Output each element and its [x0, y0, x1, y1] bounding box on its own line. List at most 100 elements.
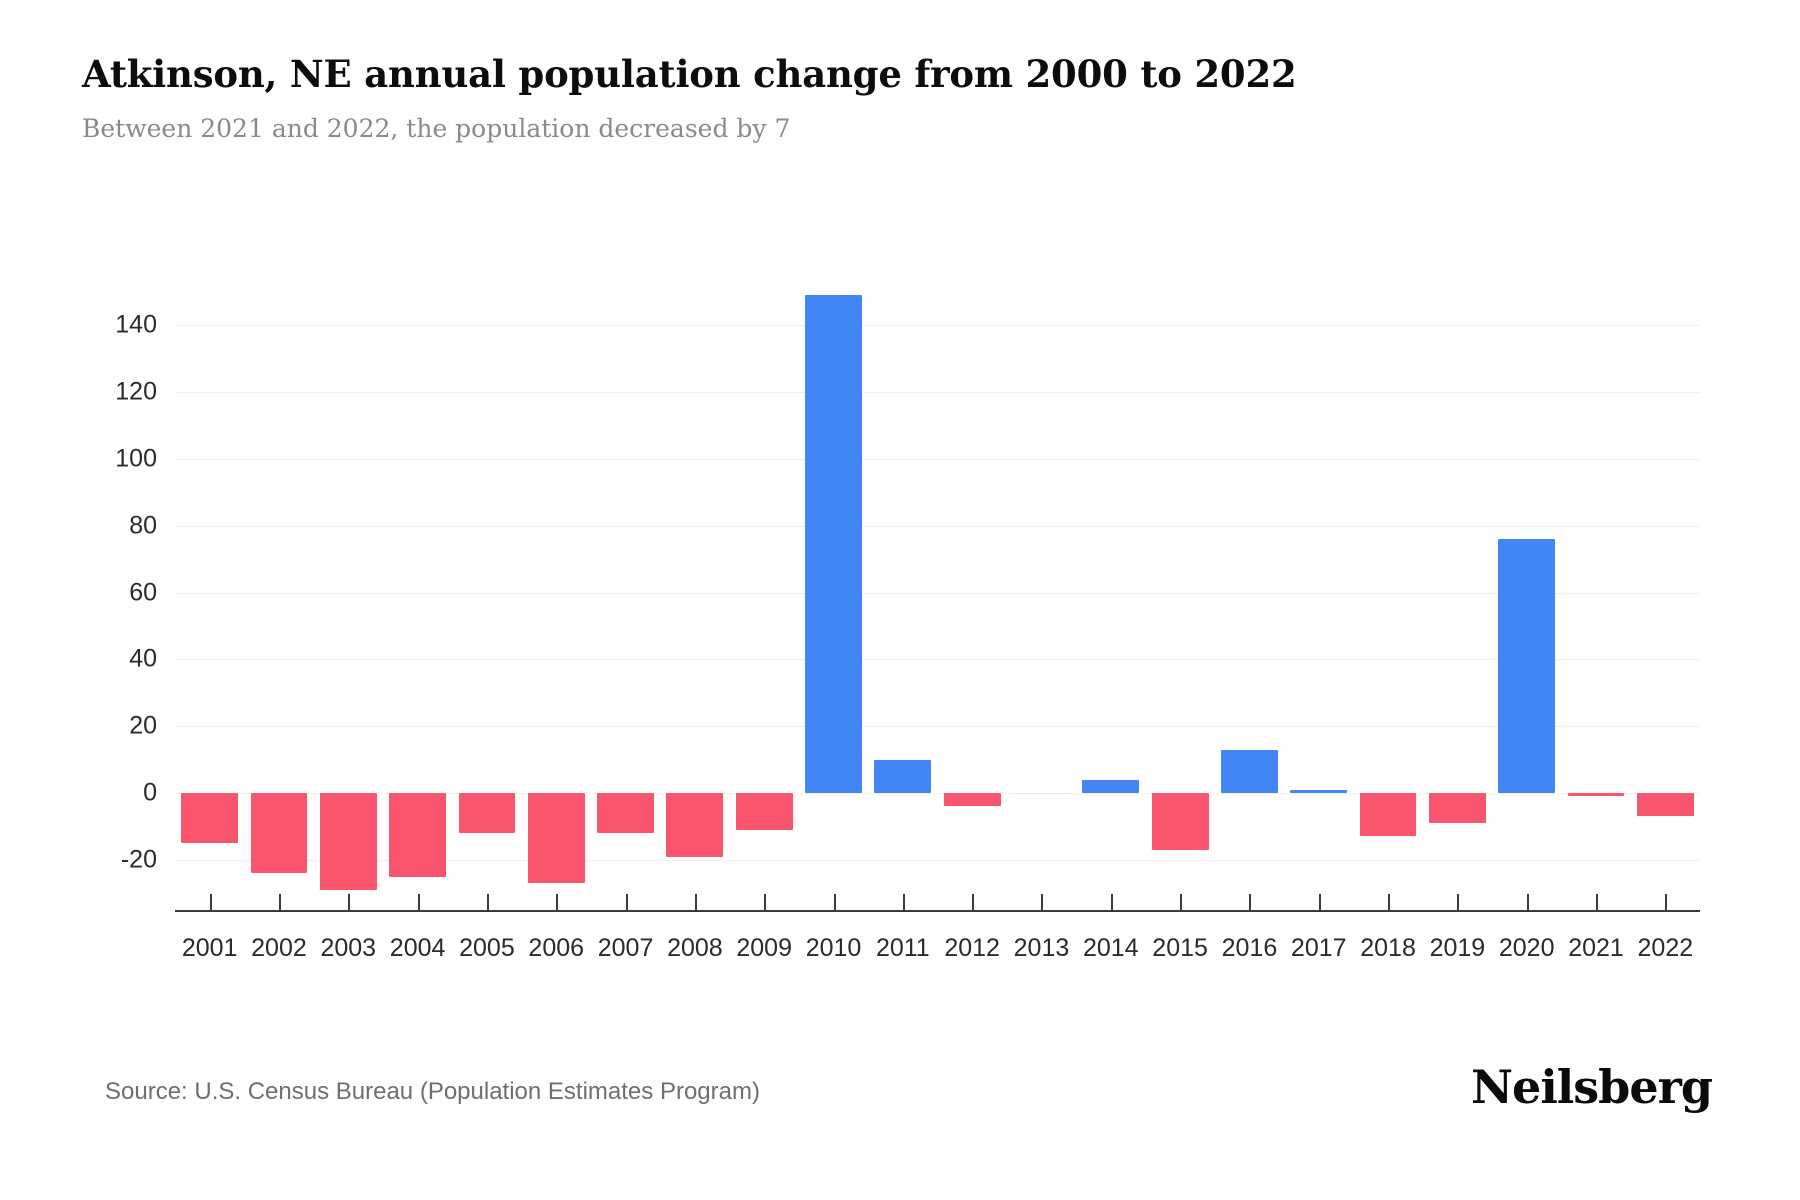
bar-2002[interactable] — [250, 793, 308, 874]
bar-2016[interactable] — [1221, 749, 1278, 794]
bar-2005[interactable] — [458, 793, 516, 834]
bar-2008[interactable] — [666, 793, 724, 857]
x-tickmark — [833, 894, 836, 910]
y-tick-label: 0 — [143, 778, 157, 807]
x-tickmark — [1388, 894, 1391, 910]
bar-slot — [1561, 275, 1630, 900]
x-tick-label-2008: 2008 — [667, 934, 723, 962]
bar-2012[interactable] — [943, 793, 1001, 807]
gridline--20 — [175, 859, 1700, 861]
y-tick-label: -20 — [120, 845, 157, 874]
x-axis-line — [175, 910, 1700, 912]
x-tickmark — [972, 894, 975, 910]
gridline-120 — [175, 391, 1700, 393]
bar-slot — [1215, 275, 1284, 900]
bar-slot — [522, 275, 591, 900]
bars-group — [175, 275, 1700, 900]
bar-slot — [730, 275, 799, 900]
x-tickmark — [1180, 894, 1183, 910]
bar-slot — [938, 275, 1007, 900]
source-note: Source: U.S. Census Bureau (Population E… — [105, 1078, 760, 1105]
gridline-60 — [175, 592, 1700, 594]
bar-slot — [868, 275, 937, 900]
y-tick-label: 120 — [115, 377, 157, 406]
x-tickmark — [1665, 894, 1668, 910]
bar-2014[interactable] — [1082, 779, 1140, 794]
bar-slot — [314, 275, 383, 900]
plot-area: -20 0 20 40 60 80 100 120 140 2001 2002 2003 2004 20… — [115, 275, 1700, 962]
x-tickmark — [1526, 894, 1529, 910]
y-tick-label: 60 — [129, 578, 157, 606]
gridline-40 — [175, 659, 1700, 661]
bar-slot — [244, 275, 313, 900]
x-tickmark — [278, 894, 281, 910]
bar-2003[interactable] — [319, 793, 377, 890]
gridline-140 — [175, 325, 1700, 327]
bar-2019[interactable] — [1428, 793, 1486, 824]
x-tickmark — [902, 894, 905, 910]
gridline-20 — [175, 726, 1700, 728]
x-tickmark — [556, 894, 559, 910]
bar-2009[interactable] — [735, 793, 793, 830]
x-tick-label-2001: 2001 — [181, 934, 238, 962]
bar-slot — [383, 275, 452, 900]
x-tick-label-2006: 2006 — [528, 934, 585, 962]
x-tick-label-2015: 2015 — [1152, 934, 1208, 962]
bar-2015[interactable] — [1151, 793, 1209, 850]
x-tick-label-2011: 2011 — [875, 934, 930, 962]
bar-slot — [1631, 275, 1700, 900]
x-tick-label-2004: 2004 — [389, 934, 446, 962]
bar-2020[interactable] — [1498, 539, 1556, 794]
bar-2006[interactable] — [527, 793, 585, 884]
x-tick-label-2022: 2022 — [1637, 934, 1694, 962]
x-tick-label-2012: 2012 — [944, 934, 1000, 962]
bar-2021[interactable] — [1567, 793, 1625, 797]
gridline-0 — [175, 793, 1700, 795]
x-tick-label-2002: 2002 — [251, 934, 307, 962]
x-tick-label-2009: 2009 — [736, 934, 792, 962]
x-tickmark — [625, 894, 628, 910]
bar-2007[interactable] — [597, 793, 654, 834]
x-tick-label-2021: 2021 — [1568, 934, 1624, 962]
x-tick-label-2007: 2007 — [597, 934, 654, 962]
x-tickmark — [1041, 894, 1044, 910]
x-tick-label-2010: 2010 — [805, 934, 862, 962]
y-tick-label: 80 — [129, 511, 157, 540]
x-tickmark — [1596, 894, 1599, 910]
bar-2018[interactable] — [1359, 793, 1417, 837]
chart-subtitle: Between 2021 and 2022, the population de… — [82, 114, 791, 143]
bar-2017[interactable] — [1290, 789, 1348, 794]
gridline-80 — [175, 525, 1700, 527]
x-tick-label-2014: 2014 — [1082, 934, 1139, 962]
brand-logo: Neilsberg — [1471, 1060, 1713, 1114]
x-tick-label-2005: 2005 — [459, 934, 515, 962]
y-tick-label: 20 — [129, 711, 157, 740]
bar-slot — [1353, 275, 1422, 900]
x-tickmark — [1110, 894, 1113, 910]
bar-slot — [175, 275, 244, 900]
x-tick-label-2013: 2013 — [1013, 934, 1070, 962]
x-tick-label-2020: 2020 — [1498, 934, 1555, 962]
bar-slot — [799, 275, 868, 900]
page-title: Atkinson, NE annual population change fr… — [82, 52, 1297, 96]
x-tickmark — [1318, 894, 1321, 910]
x-tick-label-2017: 2017 — [1290, 934, 1347, 962]
bar-2022[interactable] — [1636, 793, 1694, 817]
y-tick-label: 140 — [115, 310, 157, 339]
bar-2011[interactable] — [874, 759, 932, 794]
x-tick-label-2018: 2018 — [1360, 934, 1416, 962]
bar-2004[interactable] — [389, 793, 447, 877]
y-tick-label: 100 — [115, 444, 157, 473]
gridline-100 — [175, 458, 1700, 460]
bar-2001[interactable] — [181, 793, 239, 844]
bar-slot — [1284, 275, 1353, 900]
x-tickmark — [1249, 894, 1252, 910]
bar-2010[interactable] — [805, 295, 862, 794]
x-tickmark — [486, 894, 489, 910]
bar-2013[interactable] — [1013, 793, 1070, 795]
chart-header: Atkinson, NE annual population change fr… — [82, 52, 1702, 143]
x-tick-label-2016: 2016 — [1221, 934, 1278, 962]
x-tick-label-2019: 2019 — [1429, 934, 1486, 962]
